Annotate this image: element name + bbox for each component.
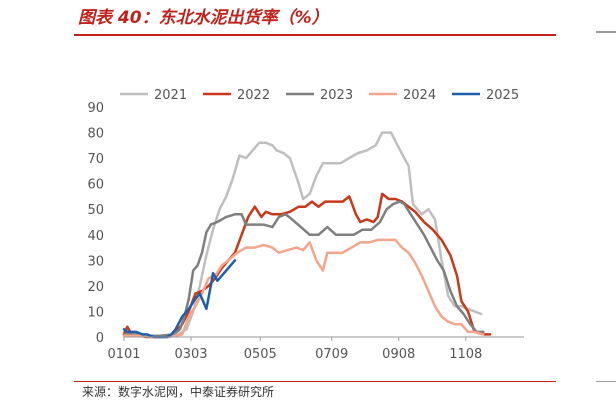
- x-tick-label: 0101: [107, 347, 140, 362]
- line-chart: 0 10 20 30 40 50 60 70 80 90 0101 0303 0505 0709 0908 1…: [87, 88, 524, 362]
- legend-label-2022: 2022: [237, 88, 270, 103]
- y-tick-label: 10: [87, 305, 104, 320]
- series-line-2021: [122, 131, 483, 339]
- y-tick-label: 90: [87, 101, 104, 116]
- figure-title: 图表 40：东北水泥出货率（%）: [78, 8, 329, 28]
- series-line-2023: [122, 200, 485, 337]
- x-tick-label: 0709: [315, 347, 348, 362]
- x-tick-label: 1108: [449, 347, 482, 362]
- legend-label-2023: 2023: [320, 88, 353, 103]
- series-line-2024: [122, 238, 485, 339]
- title-underline: [74, 34, 556, 36]
- footer-rule: [74, 381, 556, 382]
- y-tick-label: 20: [87, 280, 104, 295]
- series-line-2025: [122, 259, 237, 339]
- legend-label-2025: 2025: [486, 88, 519, 103]
- adjacent-panel-edge-bottom: [596, 381, 616, 382]
- y-tick-label: 40: [87, 229, 104, 244]
- legend-label-2024: 2024: [403, 88, 436, 103]
- y-tick-label: 50: [87, 203, 104, 218]
- x-tick-label: 0505: [244, 347, 277, 362]
- x-tick-label: 0303: [174, 347, 207, 362]
- series-line-2022: [122, 192, 492, 339]
- adjacent-panel-edge: [596, 31, 616, 33]
- y-tick-label: 70: [87, 152, 104, 167]
- plot-area: [122, 131, 492, 339]
- y-tick-label: 0: [96, 331, 104, 346]
- x-tick-label: 0908: [382, 347, 415, 362]
- y-tick-label: 60: [87, 178, 104, 193]
- legend-label-2021: 2021: [154, 88, 187, 103]
- source-note: 来源：数字水泥网，中泰证券研究所: [82, 385, 275, 399]
- chart-axes: 0 10 20 30 40 50 60 70 80 90 0101 0303 0505 0709 0908 1…: [87, 101, 524, 362]
- chart-legend: 2021 2022 2023 2024 2025: [120, 88, 519, 103]
- y-tick-label: 80: [87, 127, 104, 142]
- y-tick-label: 30: [87, 254, 104, 269]
